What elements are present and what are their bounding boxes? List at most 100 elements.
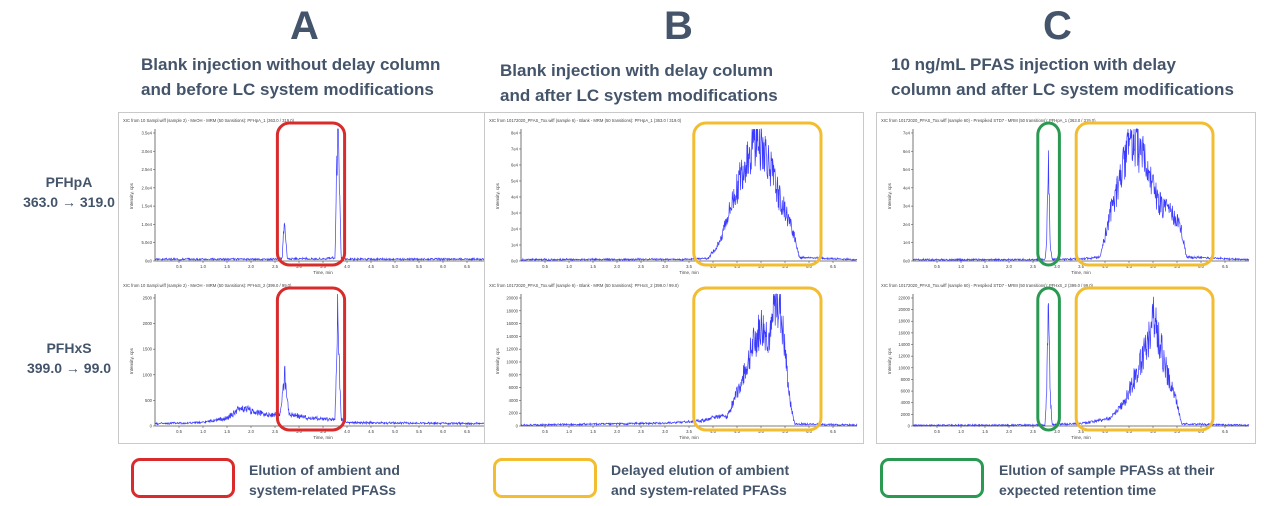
chromatogram-trace — [912, 128, 1250, 262]
x-tick-label: 5.0 — [392, 264, 398, 269]
y-tick-label: 18000 — [506, 308, 518, 313]
chromatogram-trace — [520, 128, 858, 262]
y-tick-label: 20000 — [506, 295, 518, 300]
chart-a-1: XIC from 10 Sampl.wiff (sample 2) - MeOH… — [123, 118, 492, 275]
y-tick-label: 12000 — [506, 347, 518, 352]
analyte-transition: 399.0 → 99.0 — [26, 360, 112, 376]
x-tick-label: 6.0 — [806, 429, 812, 434]
chart-b-1: XIC from 10172020_PFAS_Tox.wiff (sample … — [489, 118, 858, 275]
x-tick-label: 6.5 — [464, 429, 470, 434]
x-tick-label: 0.5 — [934, 264, 940, 269]
x-tick-label: 5.5 — [416, 429, 422, 434]
y-tick-label: 2e4 — [903, 222, 911, 227]
y-tick-label: 4e4 — [511, 194, 519, 199]
y-tick-label: 10000 — [898, 365, 910, 370]
x-tick-label: 6.5 — [1222, 429, 1228, 434]
y-tick-label: 1e4 — [903, 240, 911, 245]
x-tick-label: 2.5 — [1030, 429, 1036, 434]
highlight-box-red — [275, 286, 347, 432]
y-tick-label: 0 — [150, 424, 153, 429]
chart-c-2: XIC from 10172020_PFAS_Tox.wiff (sample … — [881, 283, 1250, 440]
y-tick-label: 8000 — [509, 372, 519, 377]
x-tick-label: 6.5 — [830, 429, 836, 434]
analyte-transition: 363.0 → 319.0 — [23, 194, 115, 210]
highlight-box-yellow — [1074, 121, 1215, 267]
x-tick-label: 0.5 — [176, 429, 182, 434]
x-tick-label: 4.0 — [344, 264, 350, 269]
analyte-label-pfhxs: PFHxS 399.0 → 99.0 — [10, 338, 128, 378]
y-tick-label: 0e0 — [511, 259, 519, 264]
x-tick-label: 5.5 — [416, 264, 422, 269]
x-tick-label: 1.5 — [224, 264, 230, 269]
x-axis-label: Time, min — [313, 435, 333, 440]
y-tick-label: 2e4 — [511, 226, 519, 231]
x-tick-label: 1.5 — [590, 264, 596, 269]
chart-title: XIC from 10172020_PFAS_Tox.wiff (sample … — [881, 118, 1096, 123]
x-tick-label: 4.5 — [368, 264, 374, 269]
legend-label-yellow: Delayed elution of ambient and system-re… — [611, 462, 790, 498]
y-tick-label: 2000 — [901, 412, 911, 417]
chart-title: XIC from 10 Sampl.wiff (sample 2) - MeOH… — [123, 283, 292, 288]
chart-title: XIC from 10 Sampl.wiff (sample 2) - MeOH… — [123, 118, 295, 123]
y-tick-label: 3.5e4 — [142, 130, 153, 135]
y-tick-label: 6e4 — [511, 162, 519, 167]
x-tick-label: 1.0 — [566, 264, 572, 269]
x-tick-label: 2.0 — [1006, 264, 1012, 269]
x-tick-label: 1.0 — [566, 429, 572, 434]
highlight-box-red — [275, 121, 347, 267]
highlight-box-green — [1036, 121, 1061, 267]
x-axis-label: Time, min — [679, 435, 699, 440]
x-tick-label: 6.0 — [1198, 264, 1204, 269]
y-tick-label: 2000 — [143, 321, 153, 326]
x-tick-label: 6.5 — [1222, 264, 1228, 269]
y-tick-label: 0 — [516, 424, 519, 429]
y-tick-label: 5.0e3 — [142, 240, 153, 245]
y-tick-label: 0e0 — [145, 259, 153, 264]
x-axis-label: Time, min — [1071, 270, 1091, 275]
x-tick-label: 2.0 — [614, 429, 620, 434]
x-tick-label: 3.0 — [1054, 264, 1060, 269]
y-tick-label: 5e4 — [903, 167, 911, 172]
chart-panel-b: XIC from 10172020_PFAS_Tox.wiff (sample … — [484, 112, 864, 444]
x-tick-label: 2.5 — [272, 429, 278, 434]
chart-a-2: XIC from 10 Sampl.wiff (sample 2) - MeOH… — [123, 283, 492, 440]
y-tick-label: 16000 — [506, 321, 518, 326]
highlight-box-green — [1036, 286, 1061, 432]
y-tick-label: 7e4 — [511, 146, 519, 151]
y-tick-label: 22000 — [898, 295, 910, 300]
y-tick-label: 6000 — [509, 385, 519, 390]
y-tick-label: 7e4 — [903, 130, 911, 135]
y-tick-label: 5e4 — [511, 178, 519, 183]
chart-svg-a: XIC from 10 Sampl.wiff (sample 2) - MeOH… — [123, 118, 492, 440]
chart-svg-b: XIC from 10172020_PFAS_Tox.wiff (sample … — [489, 118, 858, 440]
x-axis-label: Time, min — [313, 270, 333, 275]
y-tick-label: 18000 — [898, 319, 910, 324]
x-tick-label: 1.5 — [224, 429, 230, 434]
x-tick-label: 1.0 — [958, 429, 964, 434]
y-tick-label: 8e4 — [511, 130, 519, 135]
x-tick-label: 2.0 — [614, 264, 620, 269]
chart-c-1: XIC from 10172020_PFAS_Tox.wiff (sample … — [881, 118, 1250, 275]
x-tick-label: 6.5 — [830, 264, 836, 269]
x-tick-label: 3.5 — [1078, 264, 1084, 269]
legend-box-yellow — [493, 458, 597, 498]
y-tick-label: 16000 — [898, 330, 910, 335]
highlight-box-yellow — [692, 121, 823, 267]
y-tick-label: 1000 — [143, 372, 153, 377]
chart-title: XIC from 10172020_PFAS_Tox.wiff (sample … — [489, 283, 679, 288]
x-tick-label: 2.0 — [248, 429, 254, 434]
y-tick-label: 3.0e4 — [142, 149, 153, 154]
x-tick-label: 6.5 — [464, 264, 470, 269]
panel-a-heading: Blank injection without delay column and… — [141, 55, 441, 99]
y-tick-label: 4e4 — [903, 185, 911, 190]
chart-svg-c: XIC from 10172020_PFAS_Tox.wiff (sample … — [881, 118, 1250, 440]
x-tick-label: 0.5 — [542, 264, 548, 269]
panel-a-letter: A — [290, 4, 319, 48]
x-tick-label: 6.0 — [440, 429, 446, 434]
y-tick-label: 0e0 — [903, 259, 911, 264]
y-tick-label: 3e4 — [903, 204, 911, 209]
panel-b-heading: Blank injection with delay column and af… — [500, 61, 778, 105]
chromatogram-trace — [154, 128, 492, 262]
x-tick-label: 6.0 — [1198, 429, 1204, 434]
y-tick-label: 10000 — [506, 359, 518, 364]
